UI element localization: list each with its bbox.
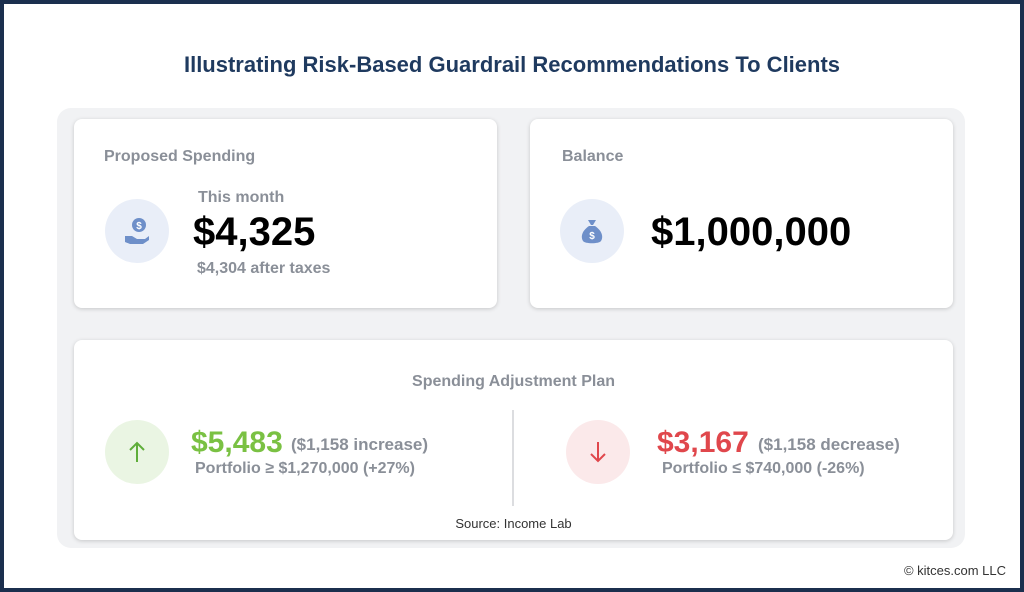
increase-amount: $5,483 bbox=[191, 426, 283, 459]
icon: $ bbox=[125, 218, 149, 244]
increase-change: ($1,158 increase) bbox=[291, 435, 429, 454]
hand-coin-icon: $ bbox=[105, 199, 169, 263]
svg-text:$: $ bbox=[589, 231, 595, 242]
decrease-change: ($1,158 decrease) bbox=[758, 435, 900, 454]
icon: $ bbox=[581, 220, 603, 244]
increase-trigger: Portfolio ≥ $1,270,000 (+27%) bbox=[195, 460, 415, 477]
down-arrow-icon bbox=[566, 420, 630, 484]
icon bbox=[590, 442, 606, 463]
up-arrow-icon bbox=[105, 420, 169, 484]
after-taxes: $4,304 after taxes bbox=[197, 260, 331, 277]
icon bbox=[129, 441, 145, 462]
amount: $1,000,000 bbox=[651, 210, 852, 254]
source: Source: Income Lab bbox=[455, 516, 572, 531]
amount: $4,325 bbox=[193, 210, 316, 254]
decrease-amount: $3,167 bbox=[657, 426, 749, 459]
card-label: Balance bbox=[562, 148, 624, 165]
period: This month bbox=[198, 189, 285, 206]
plan-title: Spending Adjustment Plan bbox=[412, 373, 615, 390]
svg-text:$: $ bbox=[136, 221, 142, 232]
copyright: © kitces.com LLC bbox=[903, 563, 1006, 578]
decrease-trigger: Portfolio ≤ $740,000 (-26%) bbox=[662, 460, 865, 477]
card-label: Proposed Spending bbox=[104, 148, 256, 165]
divider bbox=[512, 410, 514, 506]
money-bag-icon: $ bbox=[560, 199, 624, 263]
title: Illustrating Risk-Based Guardrail Recomm… bbox=[183, 52, 841, 77]
